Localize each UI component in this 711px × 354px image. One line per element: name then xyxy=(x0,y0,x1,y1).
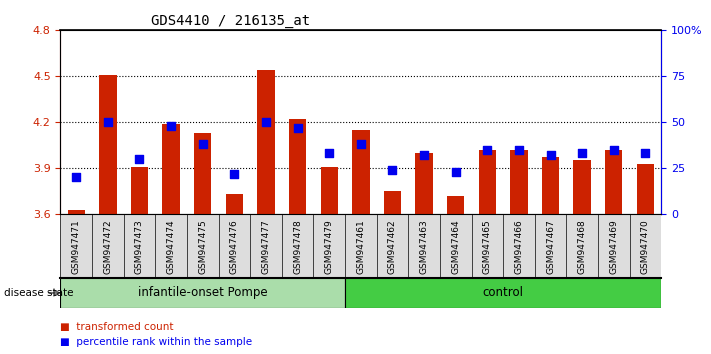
Bar xyxy=(289,119,306,214)
Text: GDS4410 / 216135_at: GDS4410 / 216135_at xyxy=(151,14,310,28)
Point xyxy=(640,150,651,156)
Text: GSM947477: GSM947477 xyxy=(262,219,270,274)
Text: GSM947463: GSM947463 xyxy=(419,219,429,274)
Text: GSM947476: GSM947476 xyxy=(230,219,239,274)
Text: GSM947465: GSM947465 xyxy=(483,219,492,274)
Bar xyxy=(131,167,148,214)
Point xyxy=(197,141,208,147)
Text: GSM947474: GSM947474 xyxy=(166,219,176,274)
Text: ■  transformed count: ■ transformed count xyxy=(60,322,174,332)
Bar xyxy=(510,150,528,214)
Bar xyxy=(479,150,496,214)
Text: infantile-onset Pompe: infantile-onset Pompe xyxy=(138,286,267,299)
Point xyxy=(166,123,177,129)
Point xyxy=(481,147,493,153)
Point xyxy=(608,147,619,153)
Text: GSM947472: GSM947472 xyxy=(103,219,112,274)
Bar xyxy=(225,194,243,214)
Text: GSM947464: GSM947464 xyxy=(451,219,460,274)
Bar xyxy=(194,133,211,214)
Point xyxy=(545,153,556,158)
Text: GSM947468: GSM947468 xyxy=(577,219,587,274)
Text: GSM947471: GSM947471 xyxy=(72,219,81,274)
Text: GSM947462: GSM947462 xyxy=(388,219,397,274)
Bar xyxy=(605,150,623,214)
Text: ■  percentile rank within the sample: ■ percentile rank within the sample xyxy=(60,337,252,347)
Point xyxy=(355,141,367,147)
Point xyxy=(577,150,588,156)
Bar xyxy=(415,153,433,214)
Point xyxy=(134,156,145,162)
Text: GSM947478: GSM947478 xyxy=(293,219,302,274)
Text: GSM947475: GSM947475 xyxy=(198,219,207,274)
Text: GSM947470: GSM947470 xyxy=(641,219,650,274)
Bar xyxy=(637,164,654,214)
Point xyxy=(260,119,272,125)
Bar xyxy=(257,70,274,214)
Bar xyxy=(384,191,401,214)
Bar xyxy=(99,75,117,214)
Bar xyxy=(447,196,464,214)
Text: control: control xyxy=(483,286,523,299)
Point xyxy=(229,171,240,177)
Text: GSM947479: GSM947479 xyxy=(325,219,333,274)
Text: GSM947469: GSM947469 xyxy=(609,219,619,274)
Point xyxy=(387,167,398,173)
Text: GSM947467: GSM947467 xyxy=(546,219,555,274)
Point xyxy=(450,169,461,175)
Bar xyxy=(162,124,180,214)
Bar xyxy=(60,278,345,308)
Text: GSM947473: GSM947473 xyxy=(135,219,144,274)
Text: GSM947466: GSM947466 xyxy=(515,219,523,274)
Point xyxy=(292,125,304,131)
Bar xyxy=(542,158,560,214)
Bar xyxy=(574,160,591,214)
Text: GSM947461: GSM947461 xyxy=(356,219,365,274)
Bar xyxy=(321,167,338,214)
Point xyxy=(513,147,525,153)
Bar xyxy=(68,210,85,214)
Point xyxy=(70,175,82,180)
Bar xyxy=(345,278,661,308)
Point xyxy=(324,150,335,156)
Point xyxy=(102,119,114,125)
Point xyxy=(418,153,429,158)
Text: disease state: disease state xyxy=(4,288,73,298)
Bar xyxy=(352,130,370,214)
